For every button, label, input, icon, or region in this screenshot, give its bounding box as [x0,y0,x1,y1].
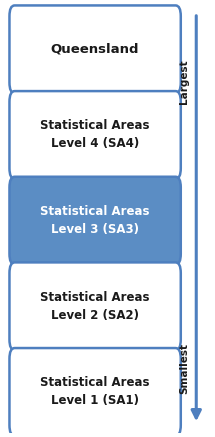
Text: Largest: Largest [179,59,189,104]
Text: Statistical Areas
Level 1 (SA1): Statistical Areas Level 1 (SA1) [40,376,150,407]
FancyBboxPatch shape [9,177,181,264]
Text: Smallest: Smallest [179,343,189,394]
Text: Statistical Areas
Level 3 (SA3): Statistical Areas Level 3 (SA3) [40,205,150,236]
Text: Queensland: Queensland [51,43,139,56]
Text: Statistical Areas
Level 2 (SA2): Statistical Areas Level 2 (SA2) [40,291,150,322]
FancyBboxPatch shape [9,348,181,436]
FancyBboxPatch shape [9,91,181,179]
FancyBboxPatch shape [9,262,181,350]
Text: Statistical Areas
Level 4 (SA4): Statistical Areas Level 4 (SA4) [40,119,150,150]
FancyBboxPatch shape [9,5,181,93]
